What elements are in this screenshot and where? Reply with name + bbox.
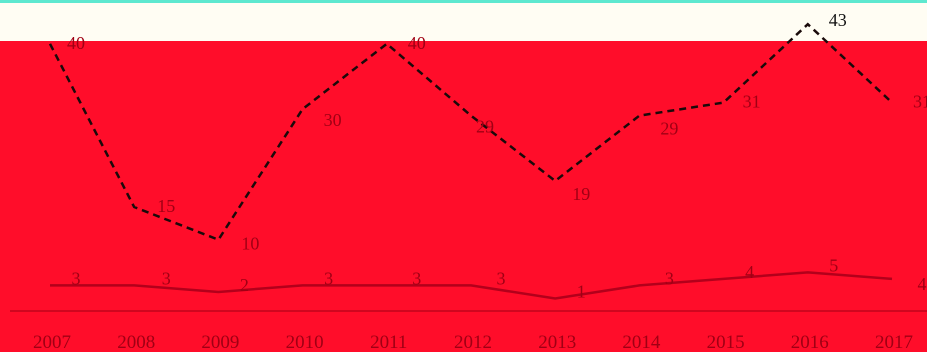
data-label-series1-2011: 40: [408, 33, 426, 53]
data-label-series2-2009: 2: [240, 275, 249, 295]
x-tick-label-2011: 2011: [370, 332, 407, 352]
data-label-series1-2015: 31: [743, 92, 761, 112]
x-tick-label-2008: 2008: [117, 332, 155, 352]
x-tick-label-2007: 2007: [33, 332, 71, 352]
data-label-series2-2008: 3: [162, 268, 171, 288]
x-tick-label-2009: 2009: [201, 332, 239, 352]
data-label-series2-2013: 1: [577, 281, 586, 301]
x-tick-labels: 2007 2008 2009 2010 2011 2012 2013 2014 2015 2016…: [33, 332, 913, 352]
data-label-series2-2010: 3: [324, 268, 333, 288]
series-line-2: [50, 271, 893, 300]
series-group: [48, 22, 893, 300]
data-label-series2-2011: 3: [412, 268, 421, 288]
data-label-series1-2007: 40: [67, 33, 85, 53]
x-tick-label-2016: 2016: [791, 332, 829, 352]
data-label-series2-2014: 3: [665, 268, 674, 288]
data-label-series2-2012: 3: [497, 268, 506, 288]
data-label-series1-2009: 10: [241, 234, 259, 254]
plot-background: [0, 41, 927, 352]
data-label-series1-2008: 15: [157, 196, 175, 216]
x-tick-label-2017: 2017: [875, 332, 913, 352]
data-label-series2-2016: 5: [829, 255, 838, 275]
data-label-series1-2013: 19: [572, 184, 590, 204]
series-line-1: [48, 22, 893, 242]
data-label-series1-2016: 43: [829, 10, 847, 30]
data-label-series1-2017: 31: [913, 92, 927, 112]
data-label-series2-2017: 4: [918, 274, 927, 294]
x-tick-label-2013: 2013: [538, 332, 576, 352]
x-tick-label-2015: 2015: [707, 332, 745, 352]
data-label-series2-2015: 4: [745, 262, 754, 282]
x-tick-label-2010: 2010: [286, 332, 324, 352]
data-label-series1-2010: 30: [324, 110, 342, 130]
top-band: [0, 3, 927, 41]
x-tick-label-2012: 2012: [454, 332, 492, 352]
x-tick-label-2014: 2014: [622, 332, 661, 352]
data-label-series2-2007: 3: [72, 268, 81, 288]
data-label-series1-2012: 29: [476, 117, 494, 137]
data-label-series1-2014: 29: [660, 119, 678, 139]
